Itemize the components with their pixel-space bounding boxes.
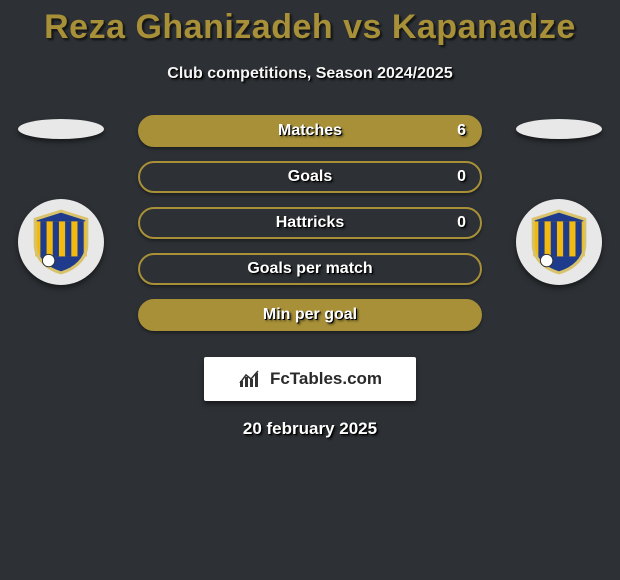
stat-label: Matches — [278, 122, 342, 140]
page-subtitle: Club competitions, Season 2024/2025 — [0, 65, 620, 83]
club-badge-left — [18, 199, 104, 285]
site-label: FcTables.com — [270, 369, 382, 389]
stat-right: 0 — [457, 168, 466, 186]
shield-icon — [30, 209, 92, 275]
stat-row-mpg: Min per goal — [138, 299, 482, 331]
generated-date: 20 february 2025 — [0, 419, 620, 439]
comparison-area: Matches 6 Goals 0 Hattricks 0 Goals per … — [0, 115, 620, 343]
stat-label: Hattricks — [276, 214, 344, 232]
stat-right: 6 — [457, 122, 466, 140]
stat-right: 0 — [457, 214, 466, 232]
stat-row-hattricks: Hattricks 0 — [138, 207, 482, 239]
shield-icon — [528, 209, 590, 275]
site-attribution[interactable]: FcTables.com — [204, 357, 416, 401]
stats-list: Matches 6 Goals 0 Hattricks 0 Goals per … — [138, 115, 482, 345]
barchart-icon — [238, 369, 264, 389]
stat-label: Goals — [288, 168, 332, 186]
page-title: Reza Ghanizadeh vs Kapanadze — [0, 0, 620, 47]
club-badge-right — [516, 199, 602, 285]
player-flag-left — [18, 119, 104, 139]
player-flag-right — [516, 119, 602, 139]
stat-row-goals: Goals 0 — [138, 161, 482, 193]
stat-row-matches: Matches 6 — [138, 115, 482, 147]
stat-row-gpm: Goals per match — [138, 253, 482, 285]
stat-label: Goals per match — [247, 260, 372, 278]
stat-label: Min per goal — [263, 306, 357, 324]
